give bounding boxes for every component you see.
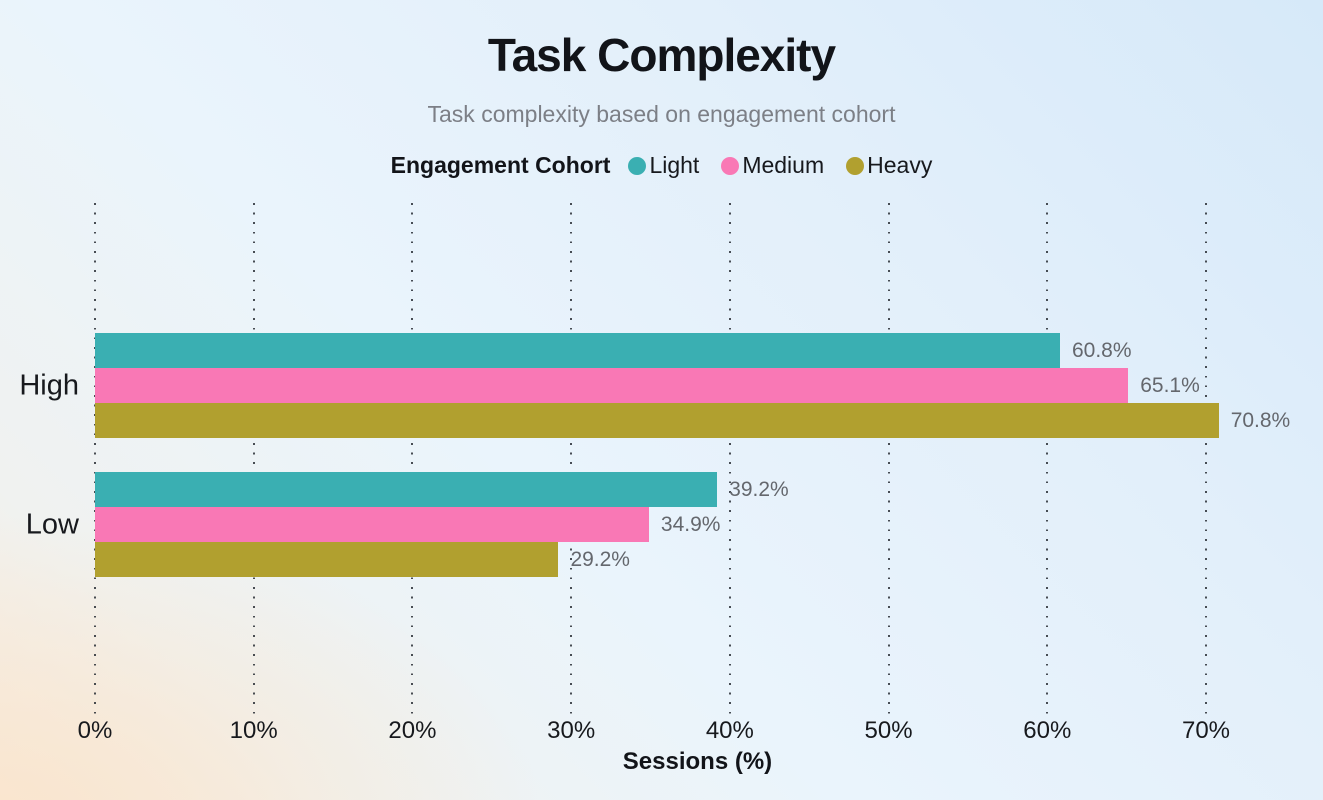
gridline-30% [570,203,573,716]
chart-title: Task Complexity [487,29,836,81]
gridline-70% [1205,203,1207,716]
bar-high-heavy[interactable] [95,403,1219,438]
value-label-high-light: 60.8% [1071,338,1132,362]
legend-title: Engagement Cohort [390,152,611,178]
legend-dot-medium [721,156,740,175]
gridline-20% [411,203,414,716]
legend-items: Light Medium Heavy [628,152,932,179]
bar-low-medium[interactable] [95,507,649,542]
x-tick-label-30%: 30% [547,717,596,744]
chart-subtitle: Task complexity based on engagement coho… [427,101,896,127]
x-tick-label-0%: 0% [77,717,113,744]
bar-low-light[interactable] [95,472,718,507]
x-tick-label-20%: 20% [388,717,437,744]
bar-high-light[interactable] [95,333,1060,368]
legend-dot-heavy [846,156,865,175]
gridline-50% [887,203,890,716]
legend-label: Light [649,152,700,178]
x-tick-label-70%: 70% [1181,717,1231,744]
x-axis-title: Sessions (%) [622,748,773,775]
value-label-high-medium: 65.1% [1140,373,1200,397]
x-tick-label-40%: 40% [705,717,754,744]
category-label-low: Low [25,508,79,540]
gridline-40% [728,203,731,716]
gridline-60% [1046,203,1049,716]
bar-high-medium[interactable] [95,368,1129,403]
legend-item-heavy[interactable]: Heavy [846,152,932,179]
legend-dot-light [628,156,647,175]
value-label-low-medium: 34.9% [660,512,721,536]
legend-item-medium[interactable]: Medium [721,152,824,179]
x-tick-label-10%: 10% [229,717,278,744]
x-tick-label-50%: 50% [864,717,913,744]
legend-item-light[interactable]: Light [628,152,699,179]
value-label-high-heavy: 70.8% [1230,408,1291,432]
value-label-low-light: 39.2% [729,477,789,501]
bar-low-heavy[interactable] [95,542,559,577]
value-label-low-heavy: 29.2% [570,547,630,571]
x-tick-label-60%: 60% [1023,717,1072,744]
legend-label: Medium [742,152,825,178]
plot-area: 0% 10% 20% 30% 40% 50% 60% 70% High 60.8% 65.1% 70.… [19,200,1290,744]
category-label-high: High [19,369,79,401]
gridline-10% [252,203,255,716]
legend-label: Heavy [867,152,933,178]
legend: Engagement Cohort Light Medium Heavy [0,152,1323,179]
gridline-0% [94,203,96,716]
